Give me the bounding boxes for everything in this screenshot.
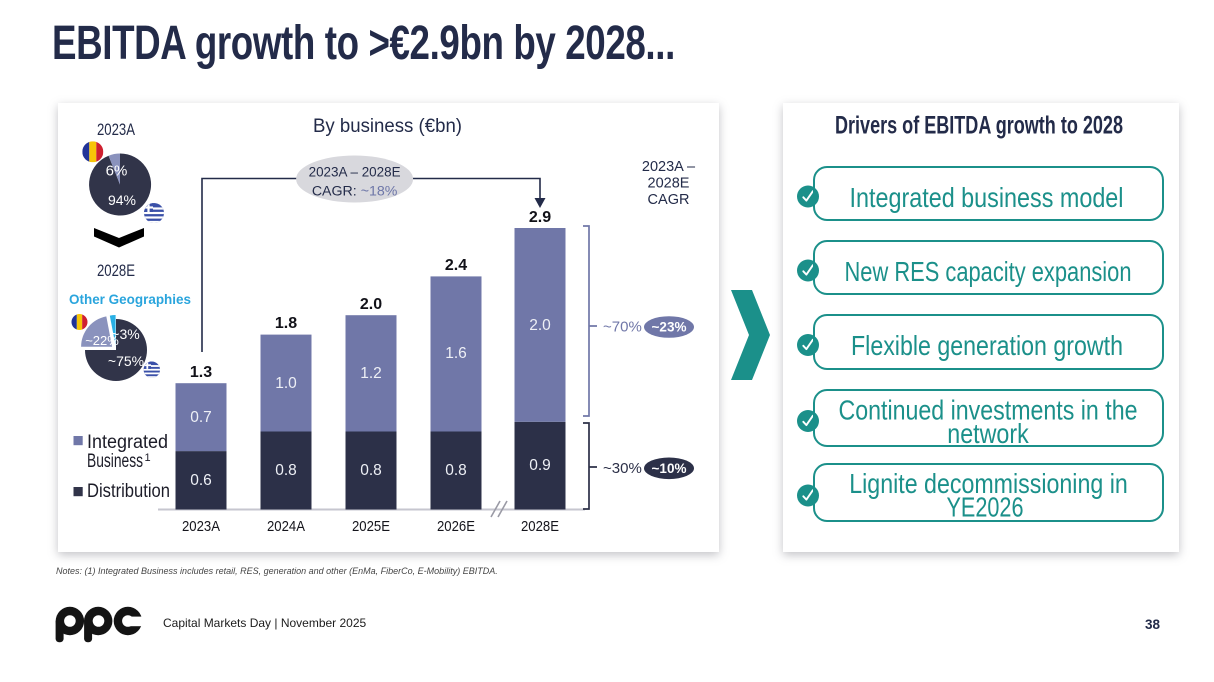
svg-text:2026E: 2026E <box>437 518 475 535</box>
svg-text:1.8: 1.8 <box>275 315 297 332</box>
svg-text:2.0: 2.0 <box>529 317 551 334</box>
svg-text:Integrated business model: Integrated business model <box>850 182 1124 213</box>
svg-text:1.6: 1.6 <box>445 345 467 362</box>
svg-text:~23%: ~23% <box>652 320 687 335</box>
svg-text:0.9: 0.9 <box>529 457 551 474</box>
svg-text:2025E: 2025E <box>352 518 390 535</box>
svg-text:2028E: 2028E <box>648 176 690 192</box>
svg-text:~22%: ~22% <box>85 333 119 348</box>
svg-text:~3%: ~3% <box>111 326 139 342</box>
svg-text:Lignite decommissioning in: Lignite decommissioning in <box>849 468 1128 499</box>
svg-text:2023A: 2023A <box>182 518 220 535</box>
svg-text:0.6: 0.6 <box>190 472 212 489</box>
svg-text:0.7: 0.7 <box>190 409 212 426</box>
svg-text:2023A: 2023A <box>97 120 135 139</box>
svg-text:CAGR: ~18%: CAGR: ~18% <box>312 184 398 200</box>
svg-text:Continued investments in the: Continued investments in the <box>839 395 1138 426</box>
svg-text:YE2026: YE2026 <box>947 491 1024 522</box>
svg-text:~70%: ~70% <box>603 319 642 336</box>
svg-text:CAGR: CAGR <box>648 192 690 208</box>
svg-text:Integrated: Integrated <box>87 432 168 453</box>
svg-text:~10%: ~10% <box>652 461 687 476</box>
svg-text:1: 1 <box>145 452 151 464</box>
svg-text:Drivers of EBITDA growth to 20: Drivers of EBITDA growth to 2028 <box>835 112 1123 140</box>
svg-text:1.2: 1.2 <box>360 365 382 382</box>
svg-text:2023A – 2028E: 2023A – 2028E <box>309 164 401 180</box>
svg-text:1.3: 1.3 <box>190 364 212 381</box>
svg-text:network: network <box>947 418 1029 449</box>
svg-text:2028E: 2028E <box>97 261 135 280</box>
svg-text:1.0: 1.0 <box>275 375 297 392</box>
svg-text:2028E: 2028E <box>521 518 559 535</box>
svg-text:~75%: ~75% <box>108 353 144 369</box>
svg-text:2023A –: 2023A – <box>642 159 696 175</box>
svg-text:By business (€bn): By business (€bn) <box>313 115 462 137</box>
svg-text:New RES capacity expansion: New RES capacity expansion <box>845 256 1132 287</box>
svg-text:0.8: 0.8 <box>360 462 382 479</box>
svg-text:Distribution: Distribution <box>87 481 170 502</box>
svg-text:Business: Business <box>87 451 143 472</box>
svg-text:2.9: 2.9 <box>529 209 551 226</box>
svg-text:94%: 94% <box>108 192 136 208</box>
svg-text:0.8: 0.8 <box>275 462 297 479</box>
svg-text:2024A: 2024A <box>267 518 305 535</box>
svg-text:Flexible generation growth: Flexible generation growth <box>851 330 1123 361</box>
svg-text:~30%: ~30% <box>603 460 642 477</box>
svg-text:2.4: 2.4 <box>445 257 467 274</box>
svg-text:Other Geographies: Other Geographies <box>69 292 191 307</box>
svg-text:2.0: 2.0 <box>360 296 382 313</box>
svg-text:6%: 6% <box>106 163 128 180</box>
svg-text:0.8: 0.8 <box>445 462 467 479</box>
